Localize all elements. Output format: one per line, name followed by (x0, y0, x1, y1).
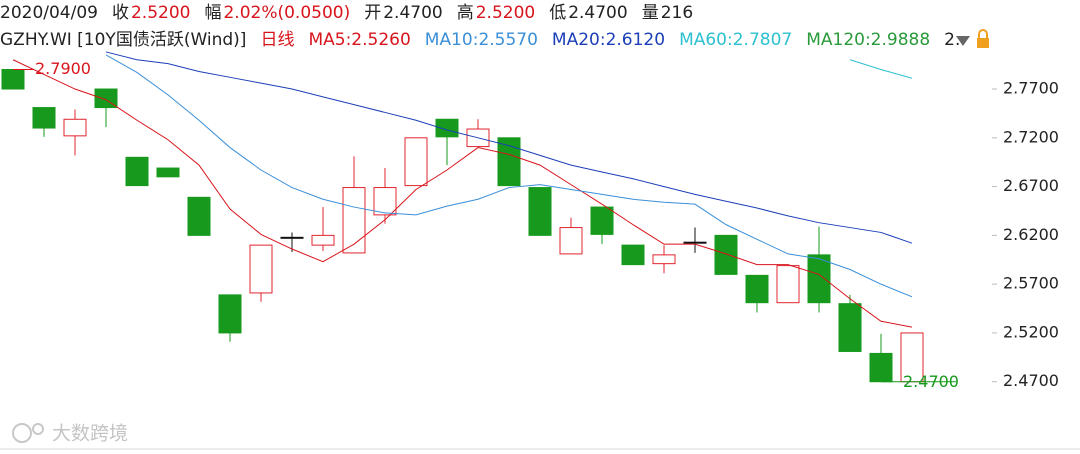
y-tick-label: 2.5700 (1003, 274, 1059, 293)
quote-row: 2020/04/09 收 2.5200 幅 2.02%(0.0500) 开 2.4700 高 2… (0, 0, 1080, 27)
header-item: MA120:2.9888 (806, 30, 931, 50)
marker-label: 2.7900 (35, 59, 91, 78)
candle-body (280, 236, 304, 239)
header-item: 收 (111, 3, 129, 23)
candle-body (32, 107, 56, 129)
header-item: 高 (456, 3, 474, 23)
watermark: 大数跨境 (52, 423, 128, 445)
y-tick-label: 2.5200 (1003, 322, 1059, 341)
y-tick-label: 2.7700 (1003, 79, 1059, 98)
candle-body (435, 118, 459, 138)
header-item: MA20:2.6120 (551, 30, 666, 50)
header-item: 幅 (204, 3, 222, 23)
candle-body (311, 234, 335, 246)
candle-body (342, 187, 366, 254)
candle-body (652, 254, 676, 265)
header-item: 2. (944, 30, 961, 50)
candle-body (683, 241, 707, 244)
candle-body (621, 244, 645, 266)
watermark-icon (12, 423, 44, 443)
candle-body (249, 244, 273, 294)
ma-line (849, 59, 913, 79)
candle-body (218, 294, 242, 334)
candle-body (838, 303, 862, 352)
header-item: 2.02%(0.0500) (223, 3, 351, 23)
candle-body (187, 196, 211, 236)
header-item: 2.5200 (475, 3, 536, 23)
candle-body (869, 352, 893, 383)
ma-line (105, 54, 913, 298)
header-item: 2.4700 (568, 3, 628, 23)
header-item: GZHY.WI [10Y国债活跃(Wind)] (0, 30, 247, 50)
candle-body (590, 206, 614, 235)
candle-body (497, 137, 521, 187)
header-item: 量 (641, 3, 659, 23)
candle-body (528, 187, 552, 236)
header-item: 低 (549, 3, 567, 23)
lock-icon (977, 38, 989, 48)
candle-body (156, 167, 180, 178)
y-tick-label: 2.4700 (1003, 371, 1059, 390)
candle-body (807, 254, 831, 304)
candle-body (776, 265, 800, 304)
ma-line (105, 51, 913, 244)
candle-body (373, 187, 397, 216)
y-tick-label: 2.6700 (1003, 176, 1059, 195)
marker-label: 2.4700 (903, 372, 959, 391)
y-tick-label: 2.6200 (1003, 225, 1059, 244)
header-item: 2.4700 (383, 3, 443, 23)
header-item: 2.5200 (130, 3, 191, 23)
lock-shackle (978, 29, 988, 38)
candle-body (1, 69, 25, 90)
dropdown-icon (956, 36, 970, 46)
y-tick-label: 2.7200 (1003, 127, 1059, 146)
ma-line (12, 59, 913, 328)
header-item: 开 (364, 3, 382, 23)
header-item: MA5:2.5260 (308, 30, 411, 50)
header-item: MA10:2.5570 (424, 30, 538, 50)
candle-body (745, 274, 769, 304)
header-item: 216 (660, 3, 694, 23)
candle-body (404, 137, 428, 187)
header: 2020/04/09 收 2.5200 幅 2.02%(0.0500) 开 2.4700 高 2… (0, 0, 1080, 54)
indicator-row: GZHY.WI [10Y国债活跃(Wind)] 日线 MA5:2.5260 MA10:… (0, 27, 1080, 54)
header-item: MA60:2.7807 (679, 30, 793, 50)
header-item: 2020/04/09 (0, 3, 98, 23)
candle-body (125, 156, 149, 187)
candle-body (559, 227, 583, 255)
candle-body (63, 118, 87, 137)
header-item: 日线 (260, 30, 295, 50)
candle-body (714, 234, 738, 275)
